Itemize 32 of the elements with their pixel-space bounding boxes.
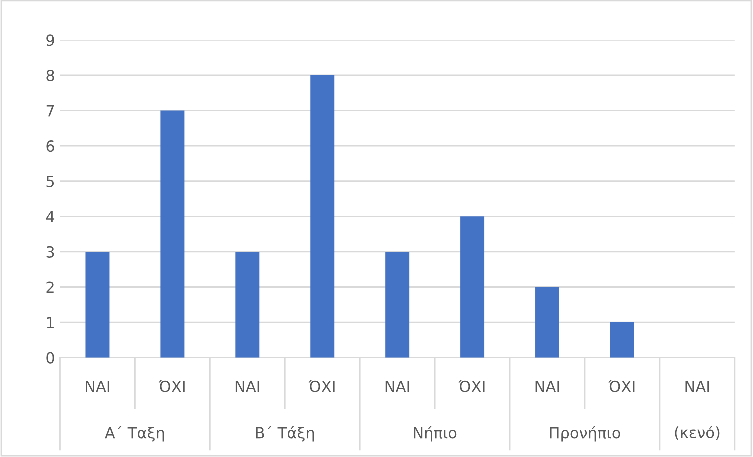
bar	[310, 76, 335, 358]
x-tick-label: ΌΧΙ	[308, 380, 335, 392]
text: Α΄ Ταξη	[105, 426, 164, 442]
x-tick-label: ΌΧΙ	[608, 380, 635, 392]
y-tick-label: 0	[46, 352, 54, 364]
y-tick-label: 2	[46, 282, 54, 294]
text: Προνήπιο	[550, 426, 620, 442]
x-tick-label: ΝΑΙ	[236, 381, 260, 392]
bar	[160, 110, 185, 358]
x-tick-label: ΝΑΙ	[536, 381, 560, 392]
text: (κενό)	[675, 426, 720, 440]
bar	[236, 252, 260, 358]
bar	[610, 322, 634, 358]
x-tick-label: ΌΧΙ	[458, 380, 485, 392]
y-tick-label: 9	[46, 34, 54, 46]
bar	[536, 287, 560, 358]
y-tick-label: 1	[47, 317, 54, 328]
y-tick-label: 6	[46, 140, 54, 152]
x-tick-label: ΝΑΙ	[386, 381, 410, 392]
y-tick-label: 3	[46, 246, 54, 258]
x-tick-label: ΝΑΙ	[686, 381, 710, 392]
y-tick-label: 7	[46, 105, 54, 117]
bar	[86, 252, 110, 358]
text: Β΄ Τάξη	[256, 426, 314, 442]
bar	[386, 252, 410, 358]
bar	[460, 216, 485, 358]
x-tick-label: ΌΧΙ	[158, 380, 185, 392]
y-tick-label: 8	[46, 70, 54, 82]
y-tick-label: 5	[46, 176, 54, 188]
text: Νήπιο	[414, 426, 457, 442]
y-tick-label: 4	[46, 211, 55, 222]
x-tick-label: ΝΑΙ	[86, 381, 110, 392]
